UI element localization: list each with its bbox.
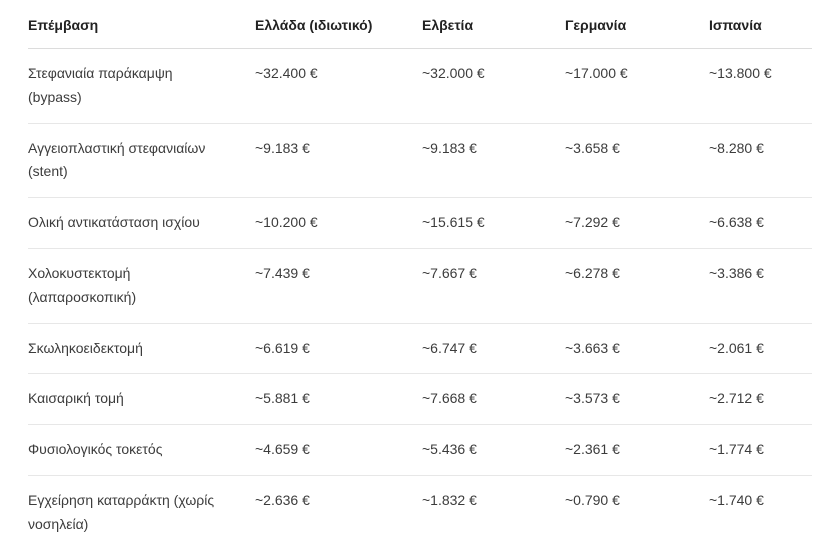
price-cell: ~3.663 € bbox=[565, 323, 709, 375]
price-cell: ~5.881 € bbox=[255, 373, 422, 426]
price-cell: ~7.668 € bbox=[422, 373, 565, 426]
column-header-switzerland: Ελβετία bbox=[422, 4, 565, 49]
procedure-cell: Στεφανιαία παράκαμψη (bypass) bbox=[28, 48, 255, 124]
procedure-cell: Αγγειοπλαστική στεφανιαίων (stent) bbox=[28, 123, 255, 199]
price-cell: ~1.774 € bbox=[709, 424, 812, 476]
surgery-cost-comparison-table: Επέμβαση Ελλάδα (ιδιωτικό) Ελβετία Γερμα… bbox=[28, 4, 812, 550]
price-cell: ~0.790 € bbox=[565, 491, 620, 508]
price-cell: ~6.747 € bbox=[422, 323, 565, 375]
price-cell: ~6.619 € bbox=[255, 323, 422, 375]
price-cell: ~5.436 € bbox=[422, 424, 565, 476]
price-cell: ~6.278 € bbox=[565, 248, 709, 324]
price-cell: ~1.740 € bbox=[709, 491, 764, 508]
procedure-cell: Σκωληκοειδεκτομή bbox=[28, 323, 255, 375]
price-cell: ~32.400 € bbox=[255, 48, 422, 124]
column-header-procedure: Επέμβαση bbox=[28, 4, 255, 49]
header-row: Επέμβαση Ελλάδα (ιδιωτικό) Ελβετία Γερμα… bbox=[28, 4, 812, 49]
price-cell: ~10.200 € bbox=[255, 197, 422, 249]
procedure-cell: Φυσιολογικός τοκετός bbox=[28, 424, 255, 476]
procedure-cell: Χολοκυστεκτομή (λαπαροσκοπική) bbox=[28, 248, 255, 324]
price-cell: ~32.000 € bbox=[422, 48, 565, 124]
price-cell: ~9.183 € bbox=[422, 123, 565, 199]
table-row: Εγχείρηση καταρράκτη (χωρίς νοσηλεία) ~2… bbox=[28, 475, 812, 549]
price-cell: ~1.832 € bbox=[422, 491, 477, 508]
column-header-spain: Ισπανία bbox=[709, 4, 812, 49]
price-cell: ~15.615 € bbox=[422, 197, 565, 249]
price-cell: ~7.292 € bbox=[565, 197, 709, 249]
price-cell: ~3.386 € bbox=[709, 248, 812, 324]
table-row: Στεφανιαία παράκαμψη (bypass) ~32.400 € … bbox=[28, 48, 812, 124]
table-row: Χολοκυστεκτομή (λαπαροσκοπική) ~7.439 € … bbox=[28, 248, 812, 324]
procedure-cell: Καισαρική τομή bbox=[28, 373, 255, 426]
price-cell: ~3.658 € bbox=[565, 123, 709, 199]
price-cell: ~9.183 € bbox=[255, 123, 422, 199]
price-cell: ~17.000 € bbox=[565, 48, 709, 124]
price-cell: ~3.573 € bbox=[565, 373, 709, 426]
price-cell: ~7.667 € bbox=[422, 248, 565, 324]
price-cell: ~7.439 € bbox=[255, 248, 422, 324]
price-cell: ~6.638 € bbox=[709, 197, 812, 249]
cost-comparison-table-container: Επέμβαση Ελλάδα (ιδιωτικό) Ελβετία Γερμα… bbox=[28, 4, 812, 550]
procedure-cell: Εγχείρηση καταρράκτη (χωρίς νοσηλεία) bbox=[28, 491, 215, 532]
price-cell: ~2.361 € bbox=[565, 424, 709, 476]
price-cell: ~13.800 € bbox=[709, 48, 812, 124]
price-cell: ~2.636 € bbox=[255, 491, 310, 508]
table-row: Καισαρική τομή ~5.881 € ~7.668 € ~3.573 … bbox=[28, 373, 812, 426]
procedure-cell: Ολική αντικατάσταση ισχίου bbox=[28, 197, 255, 249]
price-cell: ~8.280 € bbox=[709, 123, 812, 199]
column-header-greece-private: Ελλάδα (ιδιωτικό) bbox=[255, 4, 422, 49]
table-row: Ολική αντικατάσταση ισχίου ~10.200 € ~15… bbox=[28, 197, 812, 249]
table-row: Αγγειοπλαστική στεφανιαίων (stent) ~9.18… bbox=[28, 123, 812, 199]
price-cell: ~2.061 € bbox=[709, 323, 812, 375]
table-row: Σκωληκοειδεκτομή ~6.619 € ~6.747 € ~3.66… bbox=[28, 323, 812, 375]
table-row: Φυσιολογικός τοκετός ~4.659 € ~5.436 € ~… bbox=[28, 424, 812, 476]
price-cell: ~2.712 € bbox=[709, 373, 812, 426]
price-cell: ~4.659 € bbox=[255, 424, 422, 476]
column-header-germany: Γερμανία bbox=[565, 4, 709, 49]
